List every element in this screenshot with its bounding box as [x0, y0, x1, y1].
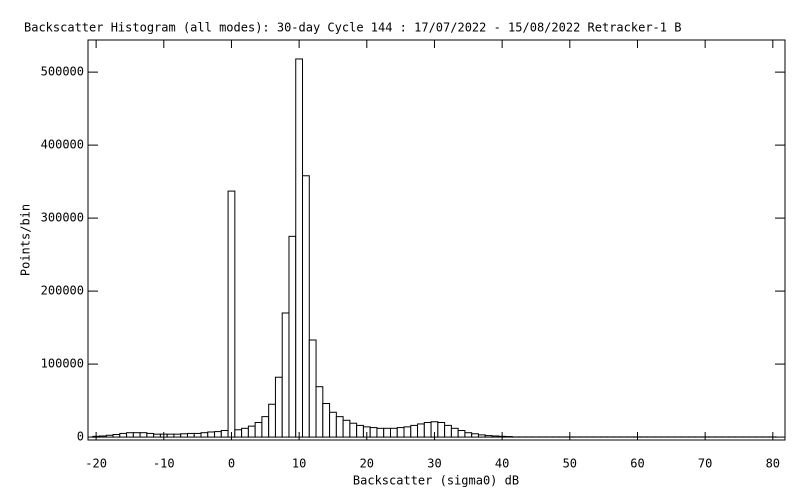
- bar: [241, 427, 249, 438]
- bar: [437, 421, 446, 438]
- x-tick-label: 60: [630, 457, 644, 471]
- y-tick-label: 400000: [41, 138, 84, 152]
- bar: [220, 430, 229, 438]
- bar: [254, 421, 263, 438]
- x-tick-label: 0: [228, 457, 235, 471]
- bar: [214, 431, 222, 438]
- bar: [153, 433, 161, 438]
- x-tick-label: -20: [85, 457, 107, 471]
- bar: [274, 376, 283, 438]
- bar: [335, 416, 344, 438]
- y-tick-label: 300000: [41, 211, 84, 225]
- bar: [505, 436, 513, 438]
- bar: [261, 416, 270, 438]
- chart-title: Backscatter Histogram (all modes): 30-da…: [24, 21, 681, 35]
- x-tick-label: 40: [495, 457, 509, 471]
- bar: [315, 386, 324, 438]
- bar: [234, 429, 243, 438]
- bar: [464, 432, 473, 438]
- bar: [139, 432, 148, 438]
- bar: [288, 235, 297, 438]
- bar: [207, 431, 216, 438]
- bar: [356, 424, 364, 438]
- x-tick-label: 30: [427, 457, 441, 471]
- bar: [227, 190, 236, 438]
- y-axis-label: Points/bin: [19, 204, 33, 276]
- bar: [471, 433, 479, 438]
- bar: [477, 434, 486, 438]
- y-tick-label: 500000: [41, 65, 84, 79]
- bar: [417, 423, 425, 438]
- bar: [99, 435, 107, 438]
- bar: [491, 435, 500, 438]
- bar: [173, 433, 182, 438]
- bar: [146, 432, 155, 438]
- bar: [193, 432, 202, 438]
- bar: [295, 58, 304, 438]
- bar: [396, 427, 405, 438]
- x-tick-label: -10: [153, 457, 175, 471]
- bar: [342, 419, 351, 438]
- bar: [166, 433, 175, 438]
- bar: [389, 427, 398, 438]
- bar: [105, 434, 114, 438]
- y-tick-label: 200000: [41, 284, 84, 298]
- bar: [450, 427, 459, 438]
- bar: [281, 312, 290, 438]
- bar: [484, 435, 493, 438]
- bar: [200, 432, 209, 438]
- bar: [180, 433, 188, 438]
- bar: [186, 432, 195, 438]
- bar: [302, 175, 310, 438]
- x-tick-label: 20: [360, 457, 374, 471]
- bar: [112, 434, 121, 438]
- bar: [126, 432, 134, 438]
- bar: [423, 421, 432, 438]
- bar: [457, 430, 466, 438]
- bar: [329, 411, 337, 438]
- y-tick-label: 0: [77, 430, 84, 444]
- bar: [383, 427, 391, 438]
- bar: [410, 424, 419, 438]
- bar: [247, 425, 256, 438]
- bar: [132, 432, 141, 438]
- bar: [444, 424, 452, 438]
- x-tick-label: 70: [698, 457, 712, 471]
- x-tick-label: 50: [563, 457, 577, 471]
- bar: [322, 403, 331, 438]
- x-axis-label: Backscatter (sigma0) dB: [353, 474, 519, 488]
- bar: [349, 422, 358, 438]
- x-tick-label: 80: [766, 457, 780, 471]
- bar: [369, 427, 378, 438]
- bar: [403, 426, 412, 438]
- bar: [376, 427, 385, 438]
- x-tick-label: 10: [292, 457, 306, 471]
- bar: [268, 403, 276, 438]
- plot-frame: [87, 39, 786, 441]
- y-tick-label: 100000: [41, 357, 84, 371]
- bar: [308, 339, 317, 438]
- bar: [119, 432, 128, 438]
